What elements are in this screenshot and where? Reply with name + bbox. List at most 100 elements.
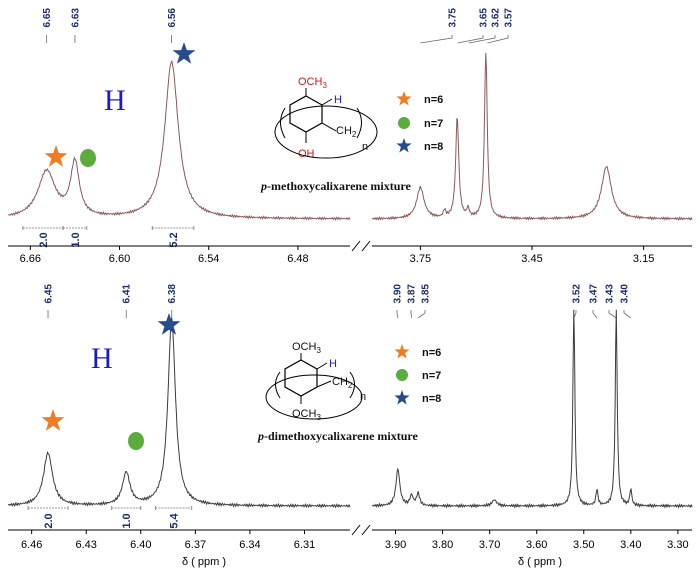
bottom-star-blue [157, 313, 181, 335]
bottom-legend: n=6 n=7 n=8 [394, 344, 441, 405]
bottom-h-label: H [91, 342, 113, 375]
x-tick-label: 3.60 [526, 539, 547, 551]
x-tick-label: 3.75 [410, 253, 431, 265]
svg-text:n: n [362, 141, 368, 153]
integral-value: 1.0 [70, 232, 82, 247]
bottom-legend-star-blue [394, 390, 410, 405]
integral-value: 5.4 [169, 512, 181, 528]
svg-text:OCH3: OCH3 [292, 341, 321, 355]
peak-label: 6.41 [122, 284, 133, 304]
x-tick-label: 6.46 [21, 539, 42, 551]
peak-label: 3.52 [572, 284, 583, 304]
peak-label-connector [396, 310, 399, 319]
peak-label: 3.85 [421, 284, 432, 304]
top-star-orange [44, 145, 68, 167]
x-tick-label: 3.70 [479, 539, 500, 551]
x-tick-label: 6.54 [198, 253, 219, 265]
svg-text:n=7: n=7 [422, 370, 441, 382]
x-tick-label: 6.34 [239, 539, 260, 551]
x-tick-label: 3.90 [385, 539, 406, 551]
peak-label: 3.62 [491, 8, 502, 28]
x-tick-label: 6.37 [185, 539, 206, 551]
svg-text:OH: OH [298, 148, 315, 160]
svg-text:CH2: CH2 [332, 376, 353, 390]
svg-text:n=8: n=8 [424, 141, 443, 153]
peak-label-connector [468, 35, 496, 44]
top-circle-green [80, 149, 96, 167]
peak-label: 3.40 [620, 284, 631, 304]
bottom-axis-title-right: δ ( ppm ) [518, 556, 562, 568]
peak-label-connector [487, 35, 509, 44]
bottom-legend-circle-green [396, 369, 408, 381]
x-tick-label: 3.45 [521, 253, 542, 265]
peak-label-connector [417, 310, 426, 319]
bottom-spectrum-right [371, 309, 693, 509]
x-tick-label: 3.50 [573, 539, 594, 551]
top-legend-star-blue [396, 138, 412, 153]
peak-label: 6.63 [70, 8, 81, 28]
peak-label: 3.75 [448, 8, 459, 28]
bottom-star-orange [41, 409, 65, 431]
peak-label: 3.43 [605, 284, 616, 304]
top-x-ticks: 6.66 6.60 6.54 6.48 3.75 3.45 3.15 [20, 246, 654, 265]
top-star-blue [172, 42, 196, 64]
bottom-axis-break [351, 524, 371, 536]
peak-label-connector [410, 310, 412, 319]
bottom-x-ticks: 6.46 6.43 6.40 6.37 6.34 6.31 3.90 3.80 3.70 3.60… [21, 530, 689, 551]
top-legend-circle-green [398, 117, 410, 129]
x-tick-label: 3.40 [620, 539, 641, 551]
svg-text:n=6: n=6 [422, 347, 441, 359]
top-spectrum-right [371, 52, 693, 222]
svg-text:CH2: CH2 [336, 125, 357, 139]
peak-label: 6.65 [42, 8, 53, 28]
peak-label-connector [457, 35, 484, 44]
integral-value: 2.0 [38, 232, 50, 247]
svg-text:n=7: n=7 [424, 118, 443, 130]
integral-value: 5.2 [168, 232, 180, 247]
top-integrals: 2.0 1.0 5.2 [22, 226, 195, 248]
peak-label: 3.57 [504, 8, 515, 28]
peak-label-connector [608, 310, 617, 319]
bottom-legend-star-orange [394, 344, 410, 359]
bottom-caption: p-dimethoxycalixarene mixture [257, 429, 419, 443]
integral-value: 1.0 [121, 513, 133, 528]
bottom-peak-labels: 6.45 6.41 6.38 3.90 3.87 3.85 3.52 3.47 3.43 3.40 [44, 284, 632, 319]
top-h-label: H [104, 84, 126, 117]
peak-label: 3.47 [589, 284, 600, 304]
peak-label-connector [420, 35, 453, 44]
x-tick-label: 6.31 [294, 539, 315, 551]
peak-label: 6.56 [167, 8, 178, 28]
x-tick-label: 6.43 [76, 539, 97, 551]
svg-text:OCH3: OCH3 [298, 76, 327, 90]
top-caption: p-methoxycalixarene mixture [260, 179, 412, 193]
x-tick-label: 3.15 [633, 253, 654, 265]
bottom-axis-title-left: δ ( ppm ) [182, 556, 226, 568]
svg-text:OCH3: OCH3 [292, 408, 321, 422]
x-tick-label: 3.80 [432, 539, 453, 551]
top-legend-star-orange [396, 91, 412, 106]
peak-label: 6.45 [44, 284, 55, 304]
peak-label-connector [592, 310, 598, 319]
bottom-panel: 6.45 6.41 6.38 3.90 3.87 3.85 3.52 3.47 3.43 3.40… [7, 284, 693, 568]
top-legend: n=6 n=7 n=8 [396, 91, 443, 153]
svg-text:n: n [360, 391, 366, 403]
svg-text:H: H [334, 94, 342, 106]
x-tick-label: 6.66 [20, 253, 41, 265]
bottom-circle-green [128, 432, 144, 450]
peak-label: 3.90 [393, 284, 404, 304]
x-tick-label: 6.48 [287, 253, 308, 265]
bottom-structure: OCH3 H CH2 n OCH3 [265, 341, 366, 422]
top-axis-break [351, 240, 371, 252]
svg-text:n=8: n=8 [422, 393, 441, 405]
x-tick-label: 6.40 [130, 539, 151, 551]
svg-text:n=6: n=6 [424, 94, 443, 106]
top-structure: OCH3 H CH2 n OH [274, 76, 378, 160]
peak-label: 6.38 [167, 284, 178, 304]
bottom-integrals: 2.0 1.0 5.4 [27, 506, 193, 529]
top-spectrum-left [7, 59, 351, 221]
peak-label-connector [573, 310, 577, 319]
svg-text:H: H [329, 358, 337, 370]
peak-label: 3.87 [407, 284, 418, 304]
x-tick-label: 3.30 [667, 539, 688, 551]
